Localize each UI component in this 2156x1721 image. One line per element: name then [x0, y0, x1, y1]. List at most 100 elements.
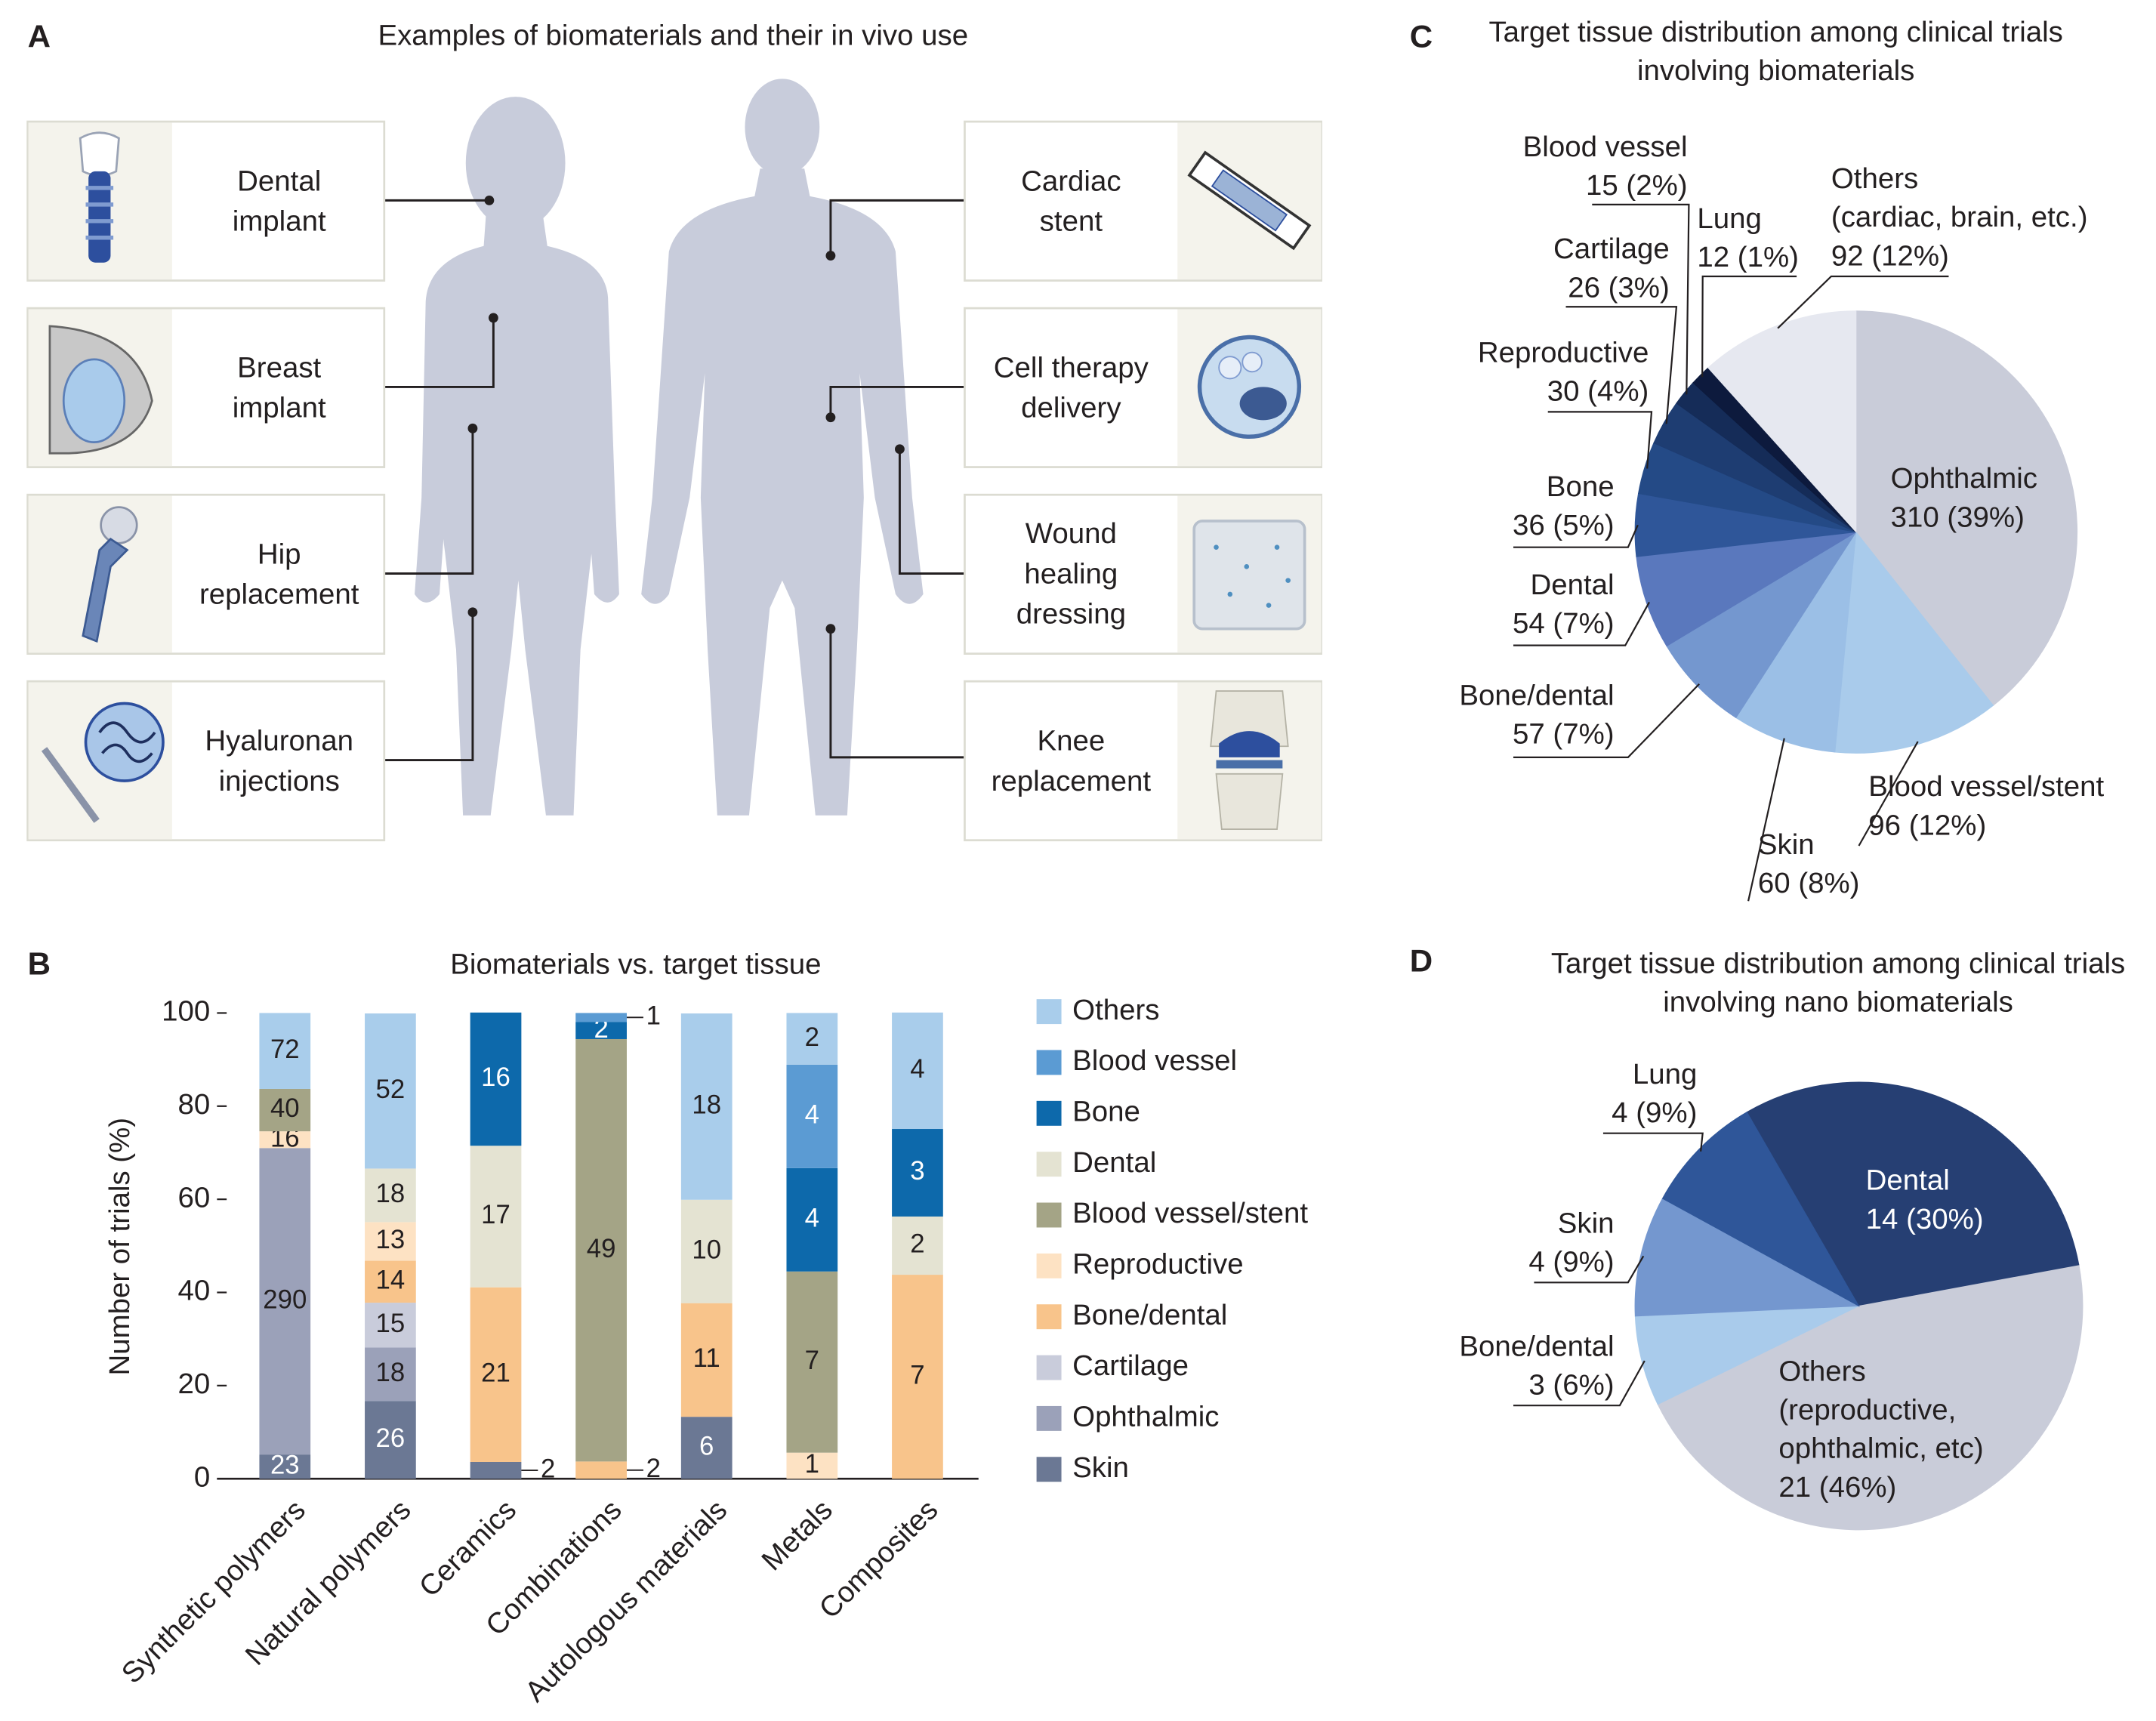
panel-label: D [1410, 943, 1433, 979]
slice-value-label: 4 (9%) [1528, 1246, 1615, 1278]
slice-name: Dental [1865, 1164, 1950, 1197]
bar-segment [365, 1168, 416, 1223]
legend-label: Dental [1072, 1146, 1156, 1179]
slice-label: Blood vessel 15 (2%) [1328, 128, 1688, 205]
legend-label: Skin [1072, 1451, 1129, 1484]
bar-segment [470, 1146, 522, 1288]
y-axis-label: Number of trials (%) [103, 1118, 136, 1376]
legend-swatch [1036, 1253, 1062, 1278]
panel-label: A [28, 18, 51, 54]
slice-value-label: 26 (3%) [1568, 272, 1670, 304]
bar-segment [259, 1454, 311, 1479]
item-label: Breast implant [232, 351, 326, 424]
bar-count-label: 7 [910, 1361, 924, 1389]
item-label: Dental implant [232, 165, 326, 237]
bar-count-label: 1 [805, 1450, 819, 1479]
pie-slice [1855, 310, 2078, 706]
slice-value-label: 310 (39%) [1890, 501, 2025, 534]
bar-segment [365, 1013, 416, 1169]
legend-label: Blood vessel/stent [1072, 1197, 1308, 1229]
label-leader [1534, 1255, 1645, 1284]
panel-label: C [1410, 18, 1433, 54]
connector-line [384, 612, 474, 762]
bar-count-label: 4 [805, 1101, 819, 1130]
bar-count-label: 18 [376, 1180, 406, 1208]
pie-slice [1834, 531, 1994, 754]
pie-slice [1634, 1305, 1859, 1405]
dot [825, 412, 836, 423]
bar-segment [680, 1303, 733, 1417]
item-label-box: Hip replacement [199, 538, 359, 610]
bar-count-label: 13 [376, 1226, 406, 1254]
legend-swatch [1036, 1152, 1062, 1177]
label-leader [1565, 306, 1678, 424]
slice-name: Others (reproductive, ophthalmic, etc) [1778, 1356, 1984, 1465]
slice-label: Dental 54 (7%) [1255, 566, 1615, 643]
slice-value-label: 60 (8%) [1757, 868, 1860, 900]
slice-label-box: Lung 4 (9%) [1612, 1058, 1698, 1129]
bar-segment [786, 1064, 838, 1168]
slice-label-box: Dental 14 (30%) [1865, 1164, 1984, 1235]
legend-swatch [1036, 1457, 1062, 1482]
slice-name: Lung [1632, 1058, 1698, 1090]
slice-name: Blood vessel [1522, 131, 1688, 163]
connectors [384, 199, 965, 762]
slice-value-label: 92 (12%) [1831, 240, 1949, 273]
slice-value-label: 3 (6%) [1528, 1369, 1615, 1402]
bar-count-label: 16 [481, 1063, 510, 1092]
hyaluronan-icon [41, 702, 165, 823]
legend-swatch [1036, 1304, 1062, 1330]
slice-label: Bone 36 (5%) [1255, 468, 1615, 545]
bar-count-label: 26 [376, 1424, 406, 1453]
slice-value-label: 54 (7%) [1513, 608, 1615, 640]
bar-count-label: 290 [263, 1285, 307, 1314]
item-label-box: Wound healing dressing [1016, 518, 1126, 630]
bar-segment [786, 1271, 838, 1453]
legend-label: Bone/dental [1072, 1299, 1227, 1331]
bar-segment [470, 1461, 522, 1479]
bar-segment [786, 1167, 838, 1272]
chart-title: Biomaterials vs. target tissue [450, 948, 821, 980]
bar-segment [680, 1199, 733, 1303]
slice-label-box: Skin 4 (9%) [1528, 1207, 1615, 1278]
slice-name: Cartilage [1553, 233, 1670, 266]
slice-label-box: Dental 54 (7%) [1255, 566, 1615, 643]
chart-title: Target tissue distribution among clinica… [1550, 948, 2126, 1019]
bar-count-label: 49 [587, 1235, 616, 1263]
bar-count-label: 18 [376, 1359, 406, 1387]
bar-count-label: 2 [646, 1454, 661, 1483]
bar-count-label: 1 [646, 1001, 661, 1030]
dot [467, 607, 478, 618]
legend-label: Reproductive [1072, 1248, 1243, 1281]
bar-count-label: 72 [270, 1035, 300, 1064]
bar-segment [365, 1260, 416, 1303]
legend-label: Cartilage [1072, 1349, 1189, 1382]
bar-segment [575, 1461, 627, 1479]
pie-slice [1661, 1112, 1860, 1307]
y-tick-label: 100 [162, 995, 210, 1028]
slice-name: Others (cardiac, brain, etc.) [1831, 162, 2088, 234]
bar-count-label: 18 [692, 1091, 721, 1120]
connector-line [829, 385, 965, 418]
slice-name: Bone [1546, 471, 1615, 504]
slice-label-box: Others (cardiac, brain, etc.) 92 (12%) [1831, 162, 2088, 273]
slice-label: Blood vessel/stent 96 (12%) [1868, 769, 2153, 846]
slice-name: Lung [1697, 203, 1762, 236]
bar-count-label: 3 [910, 1157, 924, 1186]
bar-segment [575, 1038, 627, 1462]
bar-segment [892, 1012, 943, 1130]
breast-implant-icon [48, 325, 153, 455]
bar-count-label: 10 [692, 1235, 721, 1264]
dot [825, 251, 836, 261]
connector-line [829, 628, 965, 759]
chart-title-box: Target tissue distribution among clinica… [1488, 17, 2062, 87]
item-label-box: Cell therapy delivery [993, 351, 1149, 424]
item-label: Cell therapy delivery [993, 351, 1149, 424]
slice-label-box: Lung 12 (1%) [1697, 203, 1799, 273]
slice-label-box: Bone 36 (5%) [1255, 468, 1615, 545]
pie-slice [1636, 532, 1857, 647]
pie-slice [1707, 310, 1857, 533]
bar-segment [365, 1401, 416, 1479]
